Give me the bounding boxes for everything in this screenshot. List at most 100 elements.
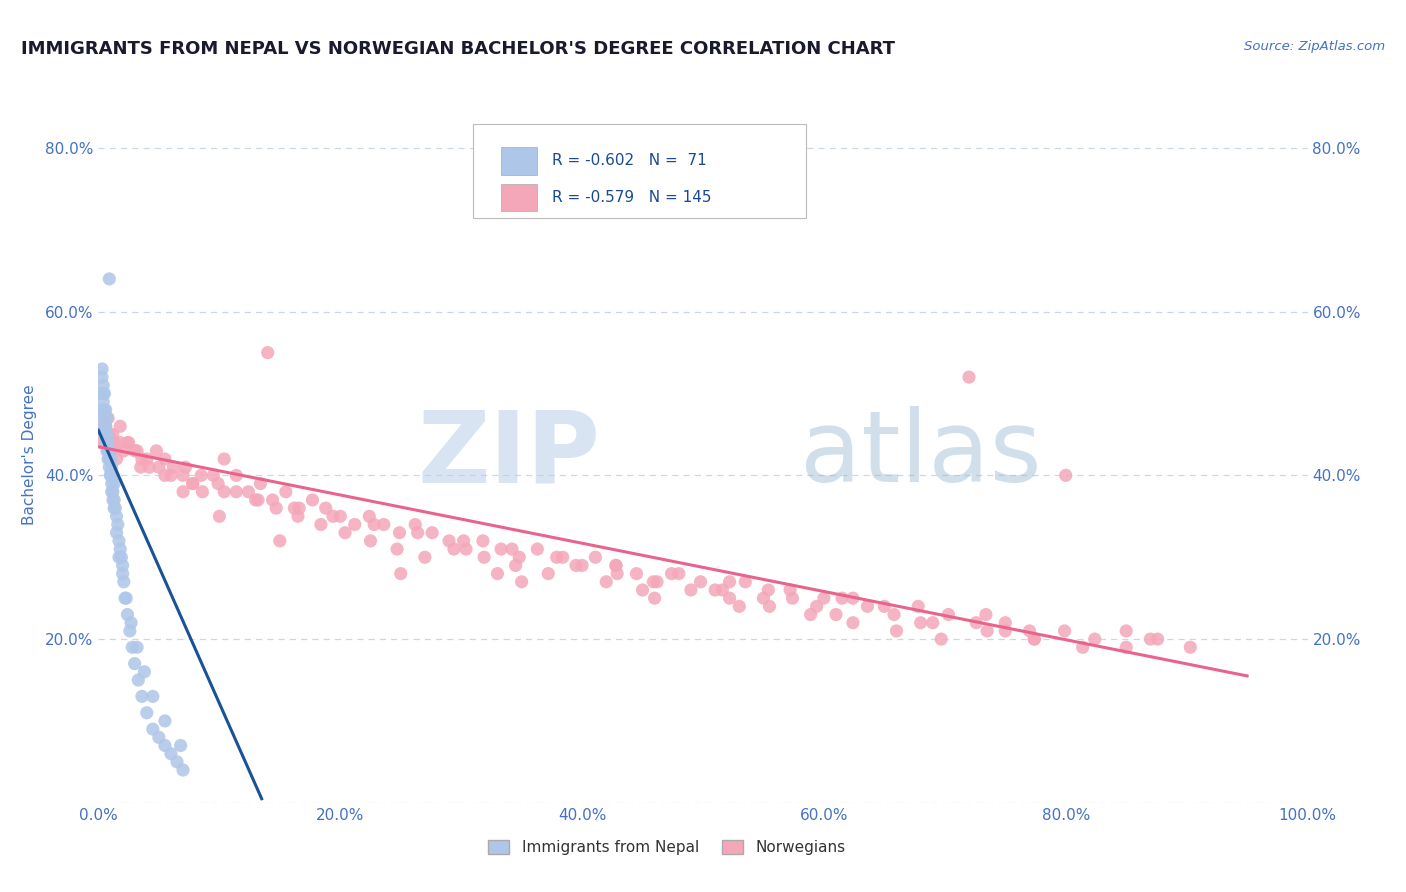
- Point: [571, 558, 593, 573]
- Point: [689, 574, 711, 589]
- Point: [907, 599, 929, 614]
- Point: [718, 574, 741, 589]
- Point: [174, 460, 197, 475]
- Point: [91, 386, 114, 401]
- Point: [91, 378, 114, 392]
- Point: [711, 582, 734, 597]
- Point: [98, 427, 121, 442]
- Point: [112, 443, 135, 458]
- Point: [96, 435, 118, 450]
- Point: [142, 690, 165, 704]
- Point: [806, 599, 828, 614]
- Point: [262, 492, 284, 507]
- Point: [406, 525, 429, 540]
- Point: [93, 386, 115, 401]
- Point: [108, 419, 131, 434]
- Point: [118, 435, 141, 450]
- Point: [91, 419, 114, 434]
- Point: [454, 542, 477, 557]
- Point: [606, 566, 628, 581]
- Point: [886, 624, 908, 638]
- Point: [645, 574, 668, 589]
- Point: [96, 443, 118, 458]
- Point: [800, 607, 823, 622]
- Point: [256, 345, 278, 359]
- Point: [526, 542, 548, 557]
- Text: R = -0.602   N =  71: R = -0.602 N = 71: [551, 153, 707, 169]
- Point: [264, 501, 287, 516]
- Point: [110, 550, 132, 565]
- Point: [486, 566, 509, 581]
- Point: [172, 468, 194, 483]
- Point: [181, 476, 204, 491]
- Point: [94, 403, 117, 417]
- Y-axis label: Bachelor's Degree: Bachelor's Degree: [21, 384, 37, 525]
- Point: [921, 615, 943, 630]
- Text: atlas: atlas: [800, 407, 1042, 503]
- Point: [91, 362, 114, 376]
- Point: [153, 452, 176, 467]
- Point: [537, 566, 560, 581]
- Point: [172, 763, 194, 777]
- Point: [98, 443, 121, 458]
- Point: [101, 468, 124, 483]
- Point: [965, 615, 987, 630]
- Point: [153, 739, 176, 753]
- Point: [626, 566, 648, 581]
- Point: [842, 591, 865, 606]
- Point: [166, 755, 188, 769]
- Point: [274, 484, 297, 499]
- Point: [551, 550, 574, 565]
- Point: [117, 607, 139, 622]
- Text: IMMIGRANTS FROM NEPAL VS NORWEGIAN BACHELOR'S DEGREE CORRELATION CHART: IMMIGRANTS FROM NEPAL VS NORWEGIAN BACHE…: [21, 40, 896, 58]
- Point: [583, 550, 606, 565]
- Point: [127, 673, 149, 687]
- Point: [93, 427, 115, 442]
- Point: [420, 525, 443, 540]
- Point: [98, 272, 121, 286]
- Point: [565, 558, 588, 573]
- Point: [929, 632, 952, 646]
- Point: [121, 640, 143, 655]
- Point: [208, 509, 231, 524]
- Point: [385, 542, 408, 557]
- Point: [134, 665, 156, 679]
- Point: [100, 476, 122, 491]
- Point: [96, 427, 118, 442]
- Point: [131, 690, 153, 704]
- Point: [1115, 624, 1137, 638]
- Point: [631, 582, 654, 597]
- FancyBboxPatch shape: [474, 124, 806, 219]
- Point: [873, 599, 896, 614]
- Point: [100, 443, 122, 458]
- Point: [104, 501, 127, 516]
- Point: [101, 492, 124, 507]
- Point: [283, 501, 305, 516]
- Point: [101, 427, 124, 442]
- Point: [91, 435, 114, 450]
- Point: [643, 574, 665, 589]
- Point: [842, 615, 865, 630]
- Point: [90, 386, 112, 401]
- Point: [120, 615, 142, 630]
- Point: [269, 533, 291, 548]
- Point: [117, 435, 139, 450]
- Point: [169, 739, 191, 753]
- Text: ZIP: ZIP: [418, 407, 600, 503]
- Point: [779, 582, 801, 597]
- Point: [1139, 632, 1161, 646]
- Point: [108, 533, 131, 548]
- Point: [115, 591, 138, 606]
- Point: [114, 591, 136, 606]
- Point: [247, 492, 270, 507]
- Point: [1146, 632, 1168, 646]
- Point: [98, 452, 121, 467]
- Point: [825, 607, 848, 622]
- Point: [718, 591, 741, 606]
- Legend: Immigrants from Nepal, Norwegians: Immigrants from Nepal, Norwegians: [482, 833, 852, 862]
- Point: [100, 468, 122, 483]
- Point: [831, 591, 853, 606]
- Point: [704, 582, 727, 597]
- Point: [752, 591, 775, 606]
- Point: [162, 460, 184, 475]
